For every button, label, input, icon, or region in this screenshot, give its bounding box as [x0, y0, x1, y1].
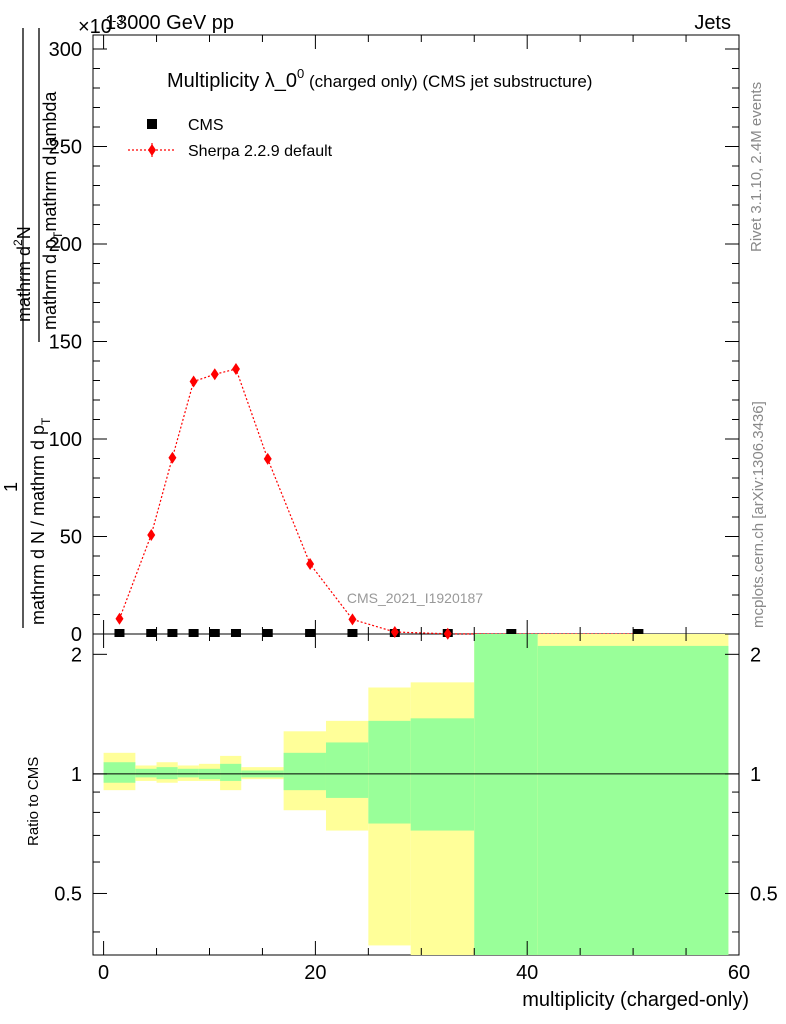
main-y-tick-label: 300: [49, 39, 82, 61]
y-label-one: 1: [1, 482, 21, 492]
main-y-tick-label: 50: [60, 527, 82, 549]
ratio-y-tick-label-right: 0.5: [750, 883, 778, 905]
chart-title: Multiplicity λ_00 (charged only) (CMS je…: [167, 66, 592, 92]
legend-cms-label: CMS: [188, 117, 224, 134]
x-tick-label: 0: [98, 962, 109, 984]
cms-point: [146, 629, 157, 637]
legend-cms-marker: [147, 119, 157, 129]
sherpa-point: [306, 557, 315, 570]
ratio-band-green: [135, 768, 157, 778]
cms-point: [167, 629, 178, 637]
header-right-label: Jets: [694, 12, 731, 34]
rivet-version-label: Rivet 3.1.10, 2.4M events: [748, 82, 765, 252]
y-label-denominator-2: mathrm d N / mathrm d pT: [28, 417, 53, 625]
ratio-y-tick-label: 1: [71, 764, 82, 786]
ratio-band-green: [283, 752, 326, 791]
sherpa-point: [348, 613, 357, 626]
sherpa-point: [263, 452, 272, 465]
sherpa-point: [231, 362, 240, 375]
cms-point: [305, 629, 316, 637]
legend-sherpa-marker: [148, 144, 156, 156]
ratio-y-tick-label-right: 1: [750, 764, 761, 786]
sherpa-point: [443, 627, 452, 640]
ratio-band-green: [410, 718, 475, 831]
cms-point: [633, 629, 644, 637]
y-label-denominator-1: mathrm d pTmathrm d lambda: [40, 91, 65, 330]
x-tick-label: 20: [304, 962, 326, 984]
main-y-tick-label: 200: [49, 234, 82, 256]
ratio-band-green: [220, 763, 242, 781]
sherpa-point: [115, 612, 124, 625]
x-axis-label: multiplicity (charged-only): [522, 989, 749, 1011]
ratio-band-green: [368, 720, 411, 824]
cms-point: [262, 629, 273, 637]
cms-point: [506, 629, 517, 637]
exponent-label: ×10-3: [78, 13, 124, 38]
main-y-tick-label: 250: [49, 137, 82, 159]
mcplots-label: mcplots.cern.ch [arXiv:1306.3436]: [750, 401, 767, 628]
cms-point: [209, 629, 220, 637]
main-y-tick-label: 150: [49, 332, 82, 354]
cms-point: [114, 629, 125, 637]
header-left-label: 13000 GeV pp: [105, 12, 234, 34]
ratio-band-green: [177, 768, 199, 778]
ratio-y-tick-label: 2: [71, 644, 82, 666]
sherpa-point: [210, 368, 219, 381]
sherpa-point: [390, 626, 399, 639]
main-y-tick-label: 100: [49, 429, 82, 451]
ratio-y-tick-label-right: 2: [750, 644, 761, 666]
ratio-band-green: [537, 645, 729, 955]
main-y-axis-label: mathrm d2N mathrm d pTmathrm d lambda 1 …: [1, 28, 65, 628]
ratio-band-green: [156, 767, 178, 780]
ratio-band-green: [103, 762, 136, 783]
ratio-band-green: [325, 742, 369, 798]
cms-point: [230, 629, 241, 637]
cms-point: [188, 629, 199, 637]
ratio-band-green: [474, 634, 538, 955]
cms-point: [347, 629, 358, 637]
y-label-numerator: mathrm d2N: [11, 226, 34, 322]
legend-sherpa-label: Sherpa 2.2.9 default: [188, 143, 333, 160]
sherpa-point: [189, 375, 198, 388]
x-tick-label: 60: [728, 962, 750, 984]
x-tick-label: 40: [516, 962, 538, 984]
sherpa-point: [147, 528, 156, 541]
sherpa-point: [168, 451, 177, 464]
main-y-tick-label: 0: [71, 624, 82, 646]
analysis-watermark: CMS_2021_I1920187: [347, 590, 483, 606]
ratio-y-tick-label: 0.5: [54, 883, 82, 905]
ratio-y-axis-label: Ratio to CMS: [25, 757, 42, 846]
